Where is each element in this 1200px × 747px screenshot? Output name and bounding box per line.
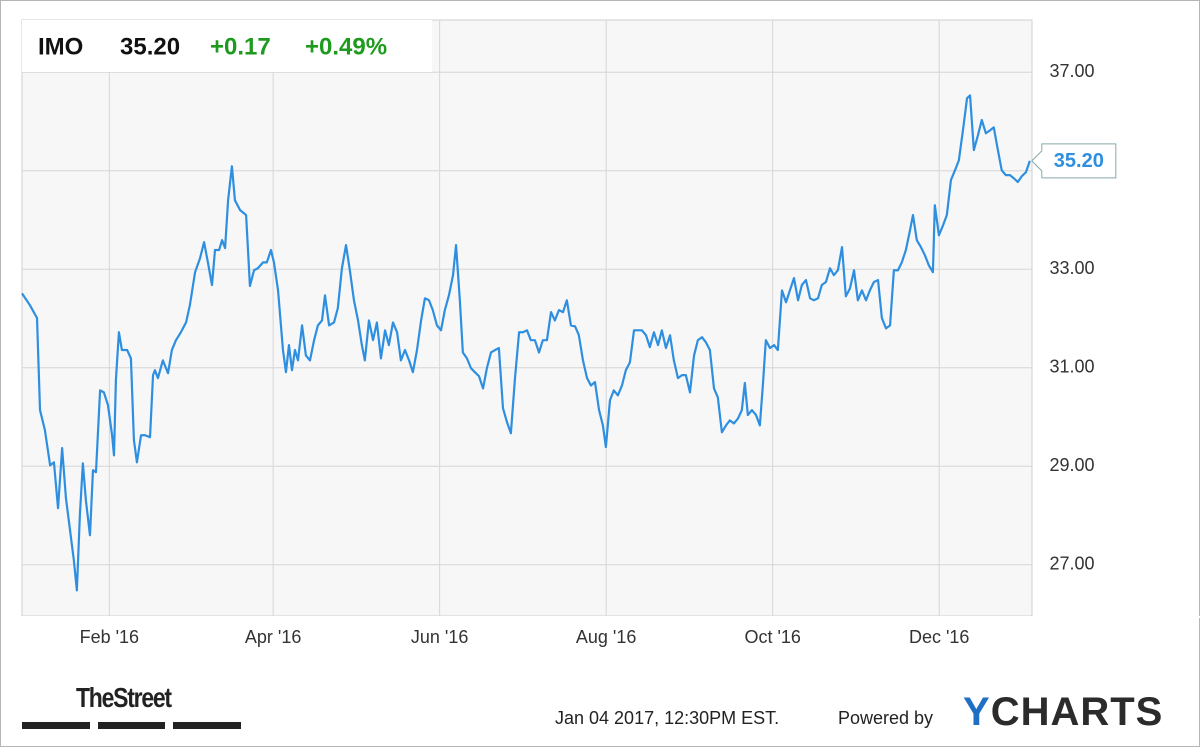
y-tick-label: 31.00	[1049, 356, 1094, 376]
grid	[22, 20, 1032, 616]
ticker: IMO	[38, 33, 83, 60]
timestamp: Jan 04 2017, 12:30PM EST.	[555, 708, 780, 728]
logo-bar	[22, 722, 90, 729]
x-tick-label: Feb '16	[80, 627, 139, 647]
powered-by: Powered by	[838, 708, 934, 728]
x-tick-label: Apr '16	[245, 627, 301, 647]
y-tick-label: 33.00	[1049, 258, 1094, 278]
brand: YCHARTS	[963, 690, 1164, 734]
logo: TheStreet	[76, 682, 172, 713]
end-label: 35.20	[1054, 150, 1104, 172]
price: 35.20	[120, 33, 180, 60]
x-tick-label: Jun '16	[411, 627, 468, 647]
end-tag	[1031, 143, 1117, 179]
x-tick-label: Oct '16	[744, 627, 800, 647]
header-box	[22, 20, 432, 72]
logo-bar	[173, 722, 241, 729]
spacer	[22, 616, 1200, 618]
y-tick-label: 27.00	[1049, 554, 1094, 574]
change: +0.17	[210, 33, 271, 60]
price-line	[21, 94, 1031, 592]
x-tick-label: Dec '16	[909, 627, 969, 647]
change-pct: +0.49%	[305, 33, 387, 60]
lines	[21, 94, 1031, 592]
x-tick-label: Aug '16	[576, 627, 637, 647]
y-tick-label: 29.00	[1049, 455, 1094, 475]
plot-area	[21, 19, 1033, 617]
logo-bar	[98, 722, 165, 729]
y-tick-label: 37.00	[1049, 61, 1094, 81]
